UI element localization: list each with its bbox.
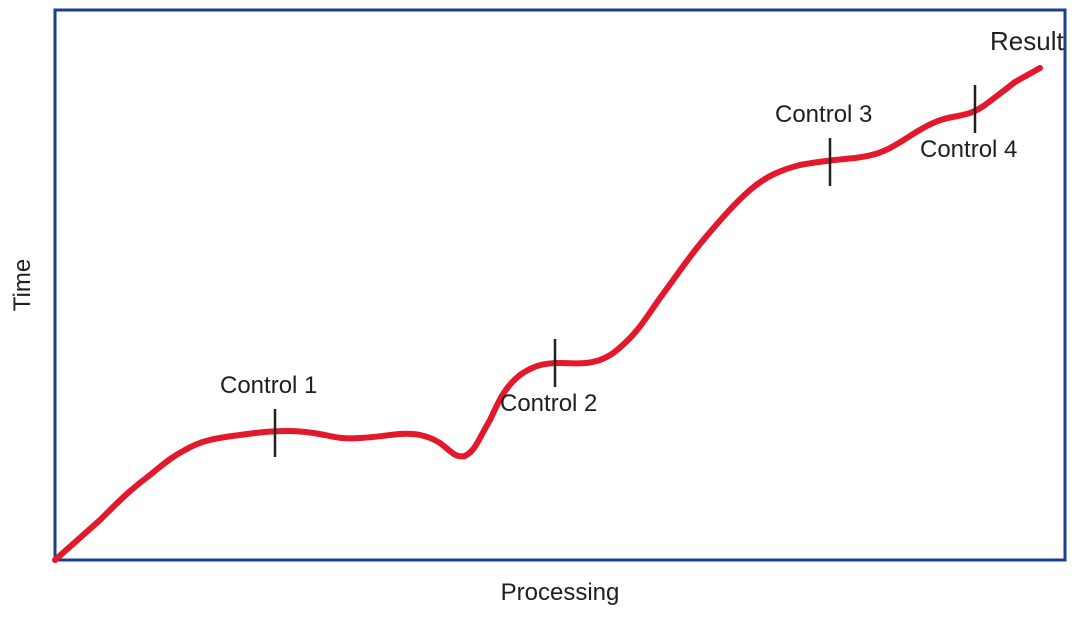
control-label-4: Control 4: [920, 136, 1017, 163]
control-label-2: Control 2: [500, 390, 597, 417]
diagram-container: Control 1 Control 2 Control 3 Control 4 Resu…: [0, 0, 1090, 621]
control-label-1: Control 1: [220, 372, 317, 399]
result-label: Result: [990, 26, 1064, 56]
x-axis-label: Processing: [501, 579, 620, 606]
plot-frame: [55, 10, 1065, 560]
control-label-3: Control 3: [775, 101, 872, 128]
y-axis-label: Time: [9, 259, 36, 311]
process-time-diagram: Control 1 Control 2 Control 3 Control 4 Resu…: [0, 0, 1090, 621]
